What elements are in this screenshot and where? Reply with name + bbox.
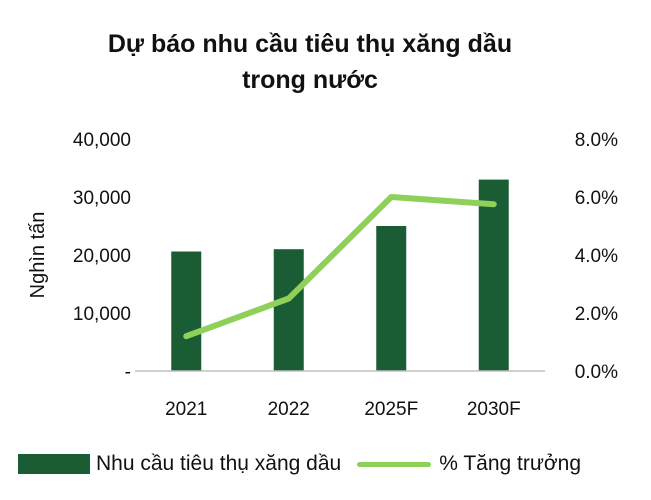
x-tick-label: 2030F bbox=[467, 399, 521, 420]
left-tick-label: 30,000 bbox=[73, 188, 131, 209]
y-axis-label: Nghìn tấn bbox=[27, 212, 49, 299]
right-tick-label: 6.0% bbox=[575, 188, 618, 209]
bar bbox=[171, 251, 202, 371]
right-tick-label: 8.0% bbox=[575, 130, 618, 151]
right-axis-ticks: 0.0% 2.0% 4.0% 6.0% 8.0% bbox=[575, 130, 618, 383]
legend: Nhu cầu tiêu thụ xăng dầu % Tăng trưởng bbox=[18, 452, 597, 476]
left-tick-label: 10,000 bbox=[73, 304, 131, 325]
bar bbox=[273, 249, 304, 371]
left-tick-label: 20,000 bbox=[73, 246, 131, 267]
growth-line bbox=[183, 194, 497, 340]
legend-item-growth: % Tăng trưởng bbox=[357, 452, 581, 476]
chart-title-line-2: trong nước bbox=[242, 66, 378, 94]
left-tick-label: 40,000 bbox=[73, 130, 131, 151]
x-axis-ticks: 2021 2022 2025F 2030F bbox=[165, 399, 521, 420]
chart-title: Dự báo nhu cầu tiêu thụ xăng dầu trong n… bbox=[0, 26, 620, 98]
legend-item-demand: Nhu cầu tiêu thụ xăng dầu bbox=[18, 452, 341, 476]
chart-plot: - 10,000 20,000 30,000 40,000 0.0% 2.0% 4.0% 6.… bbox=[27, 130, 618, 420]
left-tick-label: - bbox=[125, 362, 131, 383]
bar bbox=[478, 179, 509, 371]
chart-title-line-1: Dự báo nhu cầu tiêu thụ xăng dầu bbox=[107, 30, 513, 58]
x-tick-label: 2021 bbox=[165, 399, 207, 420]
x-tick-label: 2022 bbox=[268, 399, 310, 420]
legend-label-growth: % Tăng trưởng bbox=[439, 452, 582, 475]
left-axis-ticks: - 10,000 20,000 30,000 40,000 bbox=[73, 130, 131, 383]
legend-swatch-bar bbox=[18, 454, 90, 474]
right-tick-label: 4.0% bbox=[575, 246, 618, 267]
right-tick-label: 0.0% bbox=[575, 362, 618, 383]
legend-label-demand: Nhu cầu tiêu thụ xăng dầu bbox=[96, 452, 342, 475]
legend-swatch-line bbox=[357, 461, 432, 467]
right-tick-label: 2.0% bbox=[575, 304, 618, 325]
bar bbox=[376, 226, 407, 371]
bar-series bbox=[171, 179, 509, 371]
x-tick-label: 2025F bbox=[364, 399, 418, 420]
